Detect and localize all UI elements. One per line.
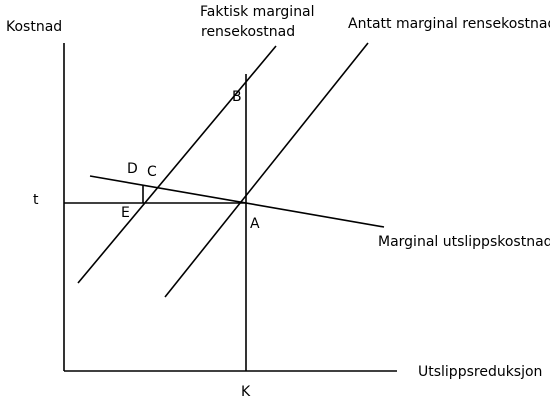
y-axis-label: Kostnad [6,19,62,35]
point-d-label: D [127,161,138,177]
actual-marginal-cost-label-line2: rensekostnad [201,24,295,40]
assumed-marginal-cost-label: Antatt marginal rensekostnad [348,16,550,32]
point-e-label: E [121,205,130,221]
point-a-label: A [250,216,260,232]
marginal-emission-cost-curve [89,175,385,228]
marginal-emission-cost-label: Marginal utslippskostnad [378,234,550,250]
point-b-label: B [232,89,242,105]
actual-marginal-cost-curve [77,45,277,284]
x-axis-label: Utslippsreduksjon [418,364,542,380]
actual-marginal-cost-label-line1: Faktisk marginal [200,4,315,20]
t-label: t [33,192,39,208]
point-c-label: C [147,164,157,180]
assumed-marginal-cost-curve [164,42,369,298]
k-label: K [241,384,251,400]
